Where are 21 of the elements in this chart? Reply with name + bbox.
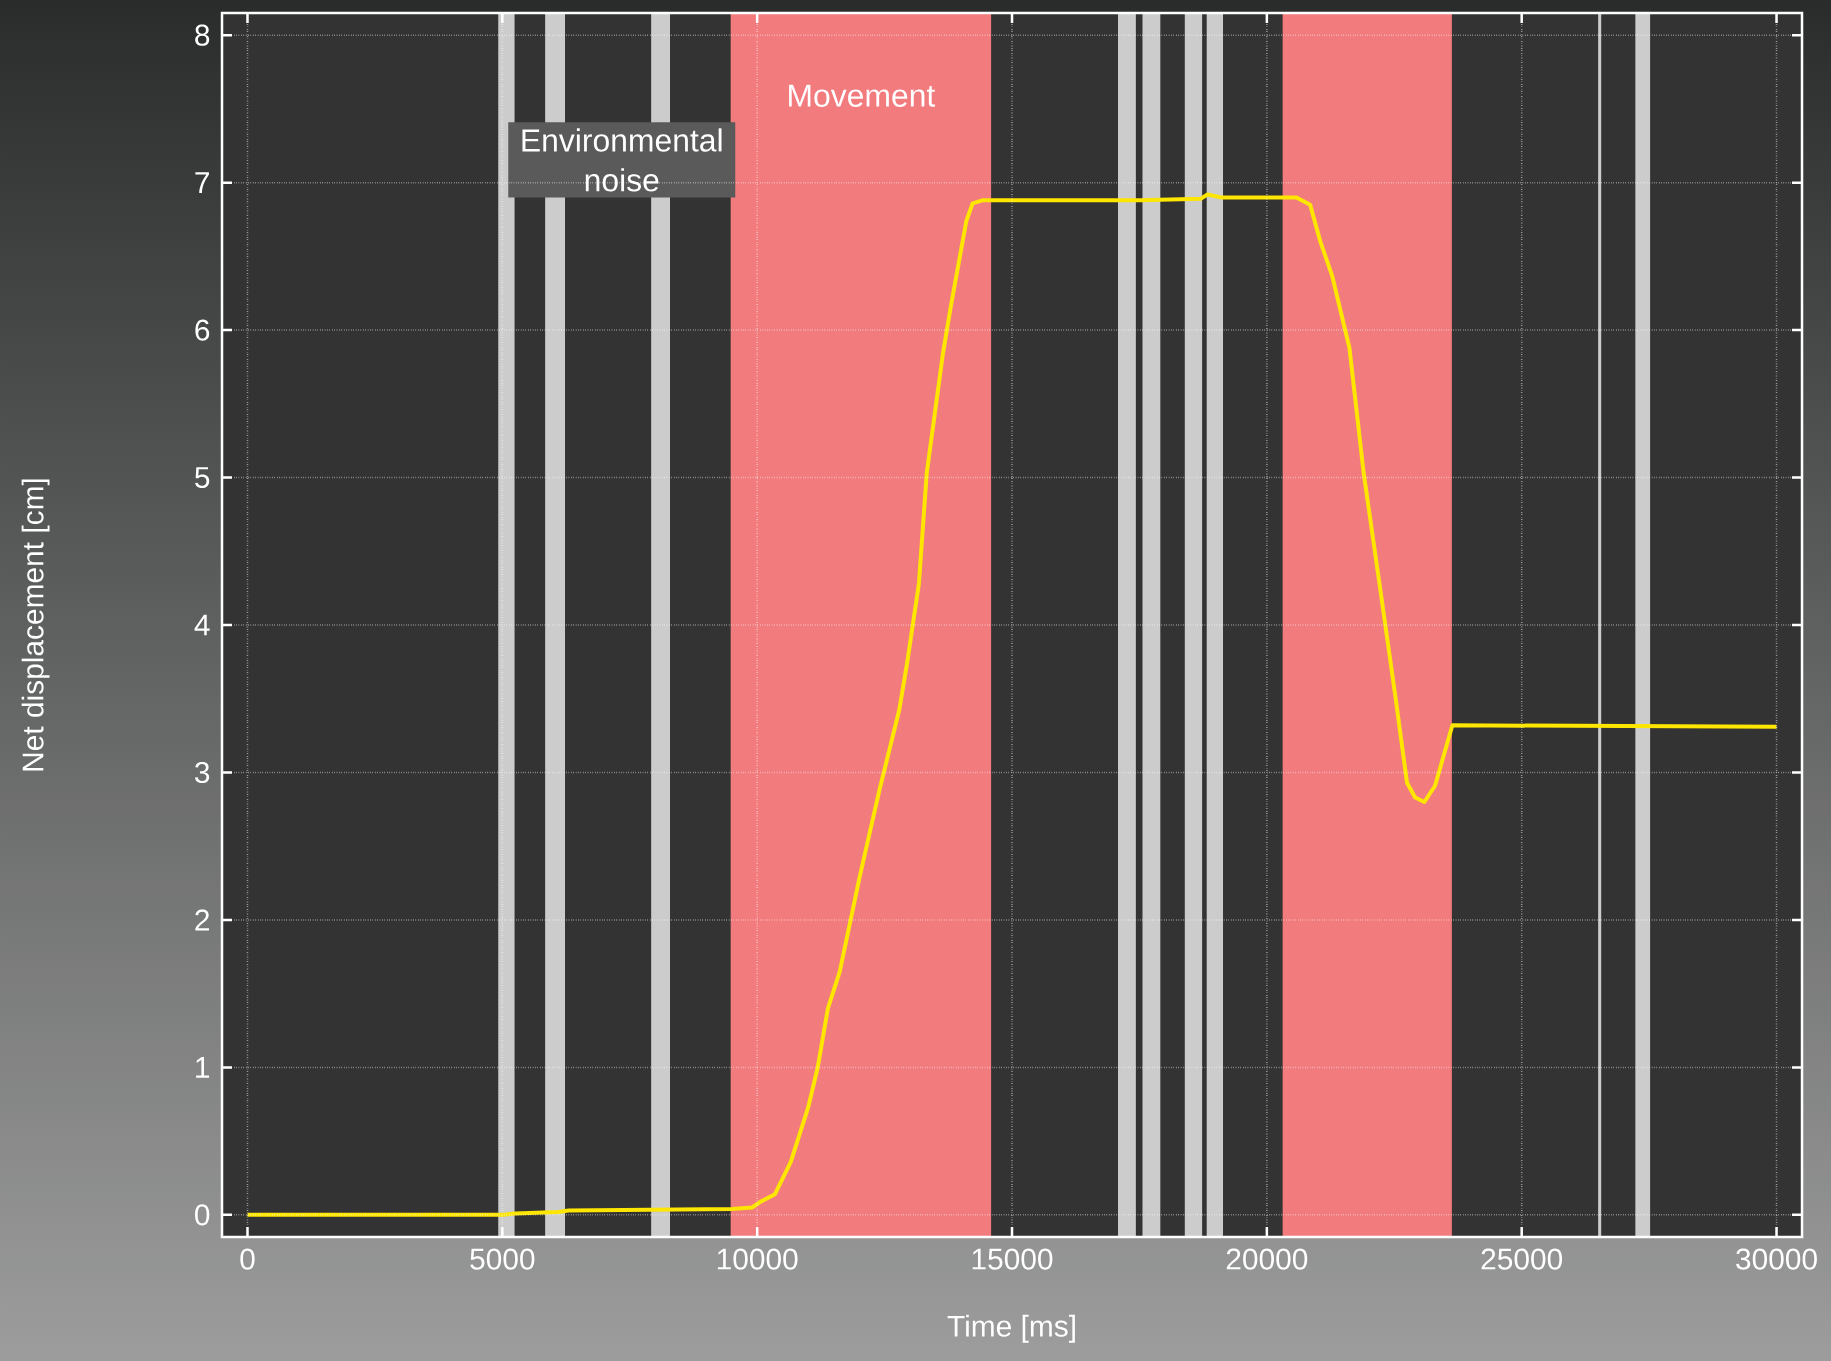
- y-tick-label: 5: [195, 467, 210, 488]
- y-tick-label: 7: [195, 172, 209, 193]
- x-axis-title: Time [ms]: [947, 1314, 1075, 1343]
- y-tick-label: 0: [195, 1204, 210, 1226]
- y-tick-label: 4: [194, 614, 210, 636]
- x-tick-label: 30000: [1736, 1248, 1817, 1270]
- x-tick-label: 20000: [1226, 1248, 1308, 1270]
- line-series: [245, 192, 1779, 1217]
- y-tick-label: 2: [195, 909, 209, 931]
- x-tick-label: 5000: [470, 1248, 535, 1270]
- annotation: Environmental noise: [522, 128, 722, 192]
- x-tick-label: 15000: [972, 1248, 1053, 1270]
- y-tick-label: 1: [196, 1057, 210, 1078]
- y-tick-label: 3: [195, 761, 210, 784]
- x-tick-label: 0: [240, 1248, 255, 1270]
- y-tick-label: 8: [195, 24, 210, 46]
- y-tick-label: 6: [195, 319, 210, 341]
- x-tick-label: 25000: [1481, 1248, 1563, 1270]
- x-tick-label: 10000: [717, 1248, 798, 1270]
- band-label: Movement: [789, 84, 936, 107]
- y-axis-title: Net displacement [cm]: [21, 479, 50, 771]
